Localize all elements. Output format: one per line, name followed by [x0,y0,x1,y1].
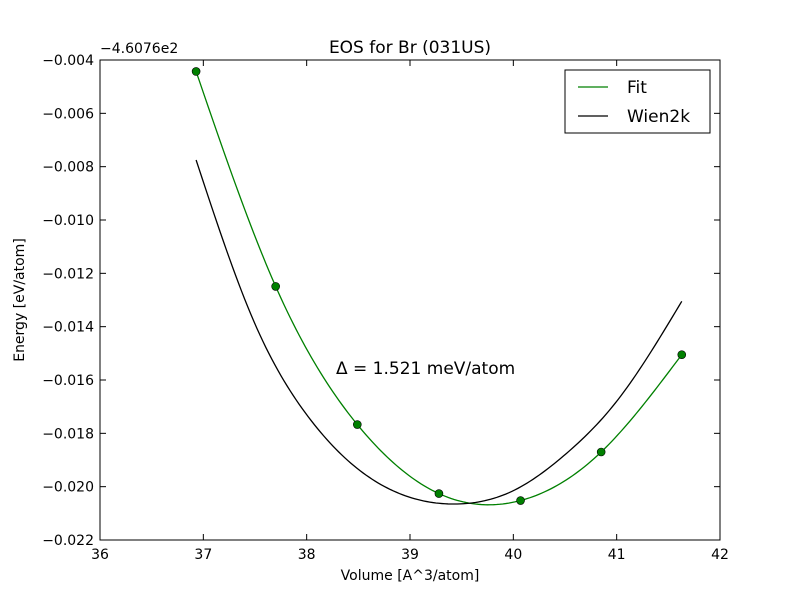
fit-data-point [596,447,606,457]
plot-area [100,60,720,540]
y-tick-label: −0.006 [42,106,94,122]
fit-data-point [191,67,201,76]
x-axis-label: Volume [A^3/atom] [341,568,480,584]
x-tick-label: 42 [711,547,729,563]
y-tick-label: −0.018 [42,426,94,442]
legend-label-fit: Fit [627,78,647,98]
x-tick-label: 39 [401,547,419,563]
series-layer [191,67,687,506]
x-tick-label: 36 [91,547,109,563]
fit-data-point [271,282,280,291]
y-tick-label: −0.020 [42,480,94,496]
plot-frame [99,59,721,541]
x-tick-label: 40 [504,547,522,563]
x-tick-label: 41 [608,547,626,563]
wien2k-line [195,159,683,505]
y-tick-label: −0.014 [42,320,94,336]
legend-label-wien2k: Wien2k [627,107,690,127]
y-axis-label: Energy [eV/atom] [12,238,28,362]
fit-data-point [677,350,687,359]
y-tick-label: −0.004 [42,53,94,69]
y-tick-label: −0.010 [42,213,94,229]
y-offset-text: −4.6076e2 [100,41,178,57]
x-tick-label: 37 [194,547,212,563]
y-tick-label: −0.008 [42,160,94,176]
delta-annotation: Δ = 1.521 meV/atom [336,359,515,379]
fit-data-point [352,420,362,429]
legend-box [564,69,711,134]
fit-data-point [434,489,444,498]
y-tick-label: −0.016 [42,373,94,389]
y-tick-label: −0.012 [42,266,94,282]
ticks-layer: 36 37 38 39 40 41 42 −0.022 −0.020 −0.018 −0.016 −0… [42,53,729,563]
x-tick-label: 38 [298,547,316,563]
fit-data-point [516,496,525,505]
y-tick-label: −0.022 [42,533,94,549]
chart-title: EOS for Br (031US) [329,38,491,58]
legend: Fit Wien2k [564,69,711,134]
